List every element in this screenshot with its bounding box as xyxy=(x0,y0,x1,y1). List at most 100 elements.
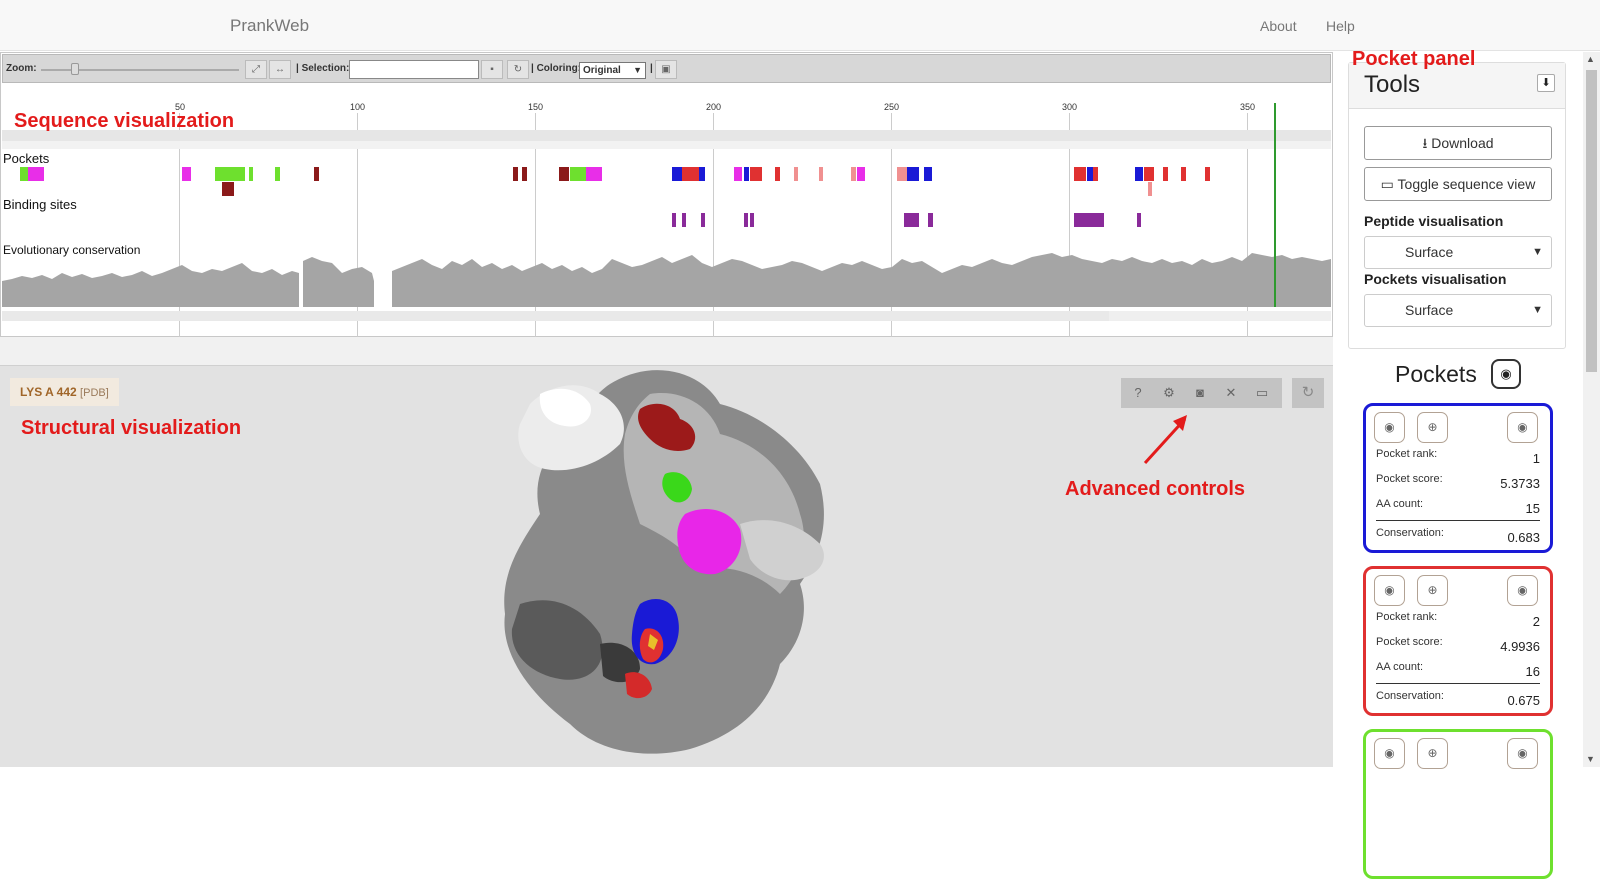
pocket-segment[interactable] xyxy=(819,167,823,181)
zoom-slider-handle[interactable] xyxy=(71,63,79,75)
pocket-segment[interactable] xyxy=(1093,167,1098,181)
expand-horizontal-icon[interactable]: ↔ xyxy=(269,60,291,79)
binding-site-segment[interactable] xyxy=(928,213,933,227)
binding-site-segment[interactable] xyxy=(682,213,686,227)
expand-icon[interactable]: ▭ xyxy=(1255,385,1269,400)
structure-viewer[interactable]: LYS A 442 [PDB] ? ⚙ ◙ ✕ ▭ ↻ xyxy=(0,365,1333,767)
pockets-visualisation-select[interactable]: Surface ▼ xyxy=(1364,294,1552,327)
brand-link[interactable]: PrankWeb xyxy=(230,16,310,35)
camera-icon[interactable]: ◙ xyxy=(1196,385,1204,400)
sequence-band xyxy=(2,141,1331,149)
pocket-segment[interactable] xyxy=(513,167,518,181)
eye-icon[interactable]: ◉ xyxy=(1374,575,1405,606)
download-button[interactable]: ⭳ Download xyxy=(1364,126,1552,160)
pocket-segment[interactable] xyxy=(1135,167,1143,181)
crosshair-icon[interactable]: ⊕ xyxy=(1417,412,1448,443)
selection-label: | Selection: xyxy=(296,63,350,74)
pocket-segment[interactable] xyxy=(249,167,253,181)
crosshair-icon[interactable]: ⊕ xyxy=(1417,738,1448,769)
binding-site-segment[interactable] xyxy=(750,213,754,227)
pocket-segment[interactable] xyxy=(734,167,742,181)
nav-help[interactable]: Help xyxy=(1326,18,1355,34)
conservation-value: 0.675 xyxy=(1507,693,1540,708)
binding-site-segment[interactable] xyxy=(904,213,919,227)
eye-icon[interactable]: ◉ xyxy=(1507,412,1538,443)
conservation-histogram[interactable] xyxy=(2,251,1331,307)
pocket-segment[interactable] xyxy=(182,167,191,181)
pocket-segment[interactable] xyxy=(1144,167,1154,181)
sequence-scroll-thumb[interactable] xyxy=(2,311,1109,321)
grid-line xyxy=(1247,113,1248,353)
pocket-segment[interactable] xyxy=(794,167,798,181)
page-scrollbar[interactable]: ▲ ▼ xyxy=(1583,52,1600,767)
protein-structure[interactable] xyxy=(500,364,850,764)
residue-label: LYS A 442 xyxy=(20,385,77,399)
pocket-segment[interactable] xyxy=(699,167,705,181)
collapse-icon[interactable]: ⬇ xyxy=(1537,74,1555,92)
eye-icon[interactable]: ◉ xyxy=(1491,359,1521,389)
binding-site-segment[interactable] xyxy=(1074,213,1104,227)
pocket-segment[interactable] xyxy=(775,167,780,181)
binding-site-segment[interactable] xyxy=(701,213,705,227)
pocket-segment[interactable] xyxy=(20,167,28,181)
nav-about[interactable]: About xyxy=(1260,18,1297,34)
fit-icon[interactable]: ⤢ xyxy=(245,60,267,79)
pocket-segment[interactable] xyxy=(682,167,699,181)
eye-icon[interactable]: ◉ xyxy=(1507,738,1538,769)
pockets-title: Pockets xyxy=(1395,361,1477,387)
pocket-segment[interactable] xyxy=(897,167,907,181)
page-scroll-thumb[interactable] xyxy=(1586,70,1597,372)
tools-icon[interactable]: ✕ xyxy=(1225,385,1237,400)
chevron-down-icon: ▼ xyxy=(633,65,642,75)
selection-input[interactable] xyxy=(349,60,479,79)
pocket-segment[interactable] xyxy=(1148,182,1152,196)
binding-site-segment[interactable] xyxy=(1137,213,1141,227)
grid-line xyxy=(1069,113,1070,353)
save-icon[interactable]: ▪ xyxy=(481,60,503,79)
download-label: Download xyxy=(1431,135,1494,151)
refresh-icon[interactable]: ↻ xyxy=(507,60,529,79)
eye-icon[interactable]: ◉ xyxy=(1374,738,1405,769)
pocket-segment[interactable] xyxy=(586,167,602,181)
pocket-segment[interactable] xyxy=(522,167,527,181)
crosshair-icon[interactable]: ⊕ xyxy=(1417,575,1448,606)
gear-icon[interactable]: ⚙ xyxy=(1163,385,1175,400)
reset-icon[interactable]: ↻ xyxy=(1292,378,1324,408)
zoom-slider-track[interactable] xyxy=(41,69,239,71)
pocket-segment[interactable] xyxy=(857,167,865,181)
pocket-segment[interactable] xyxy=(1087,167,1093,181)
image-icon[interactable]: ▣ xyxy=(655,60,677,79)
pocket-segment[interactable] xyxy=(215,167,245,181)
arrow-annotation-icon xyxy=(1143,415,1187,465)
pocket-segment[interactable] xyxy=(559,167,569,181)
tick-label: 350 xyxy=(1240,102,1256,112)
pocket-segment[interactable] xyxy=(1074,167,1086,181)
scroll-up-icon[interactable]: ▲ xyxy=(1586,54,1595,64)
pocket-segment[interactable] xyxy=(907,167,919,181)
help-icon[interactable]: ? xyxy=(1134,385,1142,400)
sequence-scrollbar[interactable] xyxy=(2,311,1331,321)
coloring-select[interactable]: Original ▼ xyxy=(579,62,646,79)
pocket-segment[interactable] xyxy=(222,182,234,196)
binding-site-segment[interactable] xyxy=(672,213,676,227)
pocket-segment[interactable] xyxy=(1181,167,1186,181)
toolbar-separator: | xyxy=(650,63,653,74)
pocket-segment[interactable] xyxy=(28,167,44,181)
scroll-down-icon[interactable]: ▼ xyxy=(1586,754,1595,764)
pocket-segment[interactable] xyxy=(1163,167,1168,181)
pocket-segment[interactable] xyxy=(744,167,749,181)
pocket-segment[interactable] xyxy=(314,167,319,181)
grid-line xyxy=(713,113,714,353)
pocket-segment[interactable] xyxy=(275,167,280,181)
pocket-segment[interactable] xyxy=(750,167,762,181)
binding-site-segment[interactable] xyxy=(744,213,748,227)
eye-icon[interactable]: ◉ xyxy=(1507,575,1538,606)
pocket-segment[interactable] xyxy=(924,167,932,181)
pocket-segment[interactable] xyxy=(1205,167,1210,181)
pocket-segment[interactable] xyxy=(570,167,586,181)
eye-icon[interactable]: ◉ xyxy=(1374,412,1405,443)
toggle-sequence-button[interactable]: ▭ Toggle sequence view xyxy=(1364,167,1552,201)
pocket-segment[interactable] xyxy=(851,167,856,181)
pocket-segment[interactable] xyxy=(672,167,682,181)
peptide-visualisation-select[interactable]: Surface ▼ xyxy=(1364,236,1552,269)
